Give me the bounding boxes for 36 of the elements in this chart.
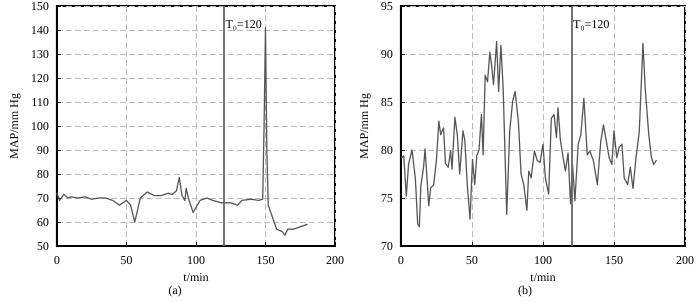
y-tick-label: 90 <box>380 47 393 61</box>
x-tick-label: 100 <box>186 253 205 267</box>
text: (a) <box>168 283 182 297</box>
y-tick-label: 80 <box>36 167 49 181</box>
x-tick-label: 200 <box>326 253 344 267</box>
x-axis-title: t/min <box>183 270 209 284</box>
ref-line-label: T₀=120 <box>573 17 610 31</box>
x-tick-label: 50 <box>466 253 478 267</box>
line-series <box>401 40 657 228</box>
y-tick-label: 50 <box>36 239 49 253</box>
y-tick-label: 140 <box>30 23 49 37</box>
y-tick-label: 85 <box>380 95 393 109</box>
y-axis-title: MAP/mm Hg <box>7 93 21 159</box>
y-axis-title: MAP/mm Hg <box>357 93 371 159</box>
x-tick-label: 150 <box>604 253 623 267</box>
x-tick-label: 200 <box>676 253 694 267</box>
y-tick-label: 75 <box>380 191 393 205</box>
y-tick-label: 100 <box>30 119 49 133</box>
y-tick-label: 70 <box>36 191 49 205</box>
text: (b) <box>518 283 532 297</box>
x-tick-label: 0 <box>54 253 60 267</box>
y-tick-label: 110 <box>31 95 49 109</box>
y-tick-label: 70 <box>380 239 393 253</box>
y-tick-label: 130 <box>30 47 49 61</box>
x-tick-label: 100 <box>534 253 552 267</box>
x-axis-title: t/min <box>530 270 556 284</box>
x-tick-label: 0 <box>398 253 404 267</box>
y-tick-label: 150 <box>30 0 49 13</box>
x-tick-label: 50 <box>120 253 132 267</box>
y-tick-label: 95 <box>380 0 393 13</box>
x-tick-label: 150 <box>256 253 274 267</box>
ref-line-label: T₀=120 <box>225 17 262 31</box>
y-tick-label: 120 <box>30 71 49 85</box>
y-tick-label: 60 <box>36 215 49 229</box>
y-tick-label: 90 <box>36 143 49 157</box>
y-tick-label: 80 <box>380 143 393 157</box>
